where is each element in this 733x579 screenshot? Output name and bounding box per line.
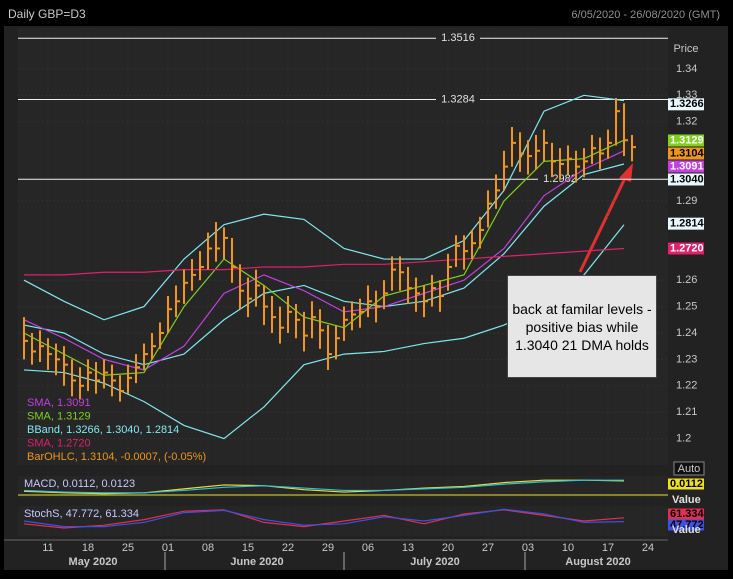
month-label: July 2020 (410, 556, 460, 568)
annotation-arrow (578, 175, 628, 273)
legend-entry: SMA, 1.3091 (27, 397, 91, 409)
x-tick-label: 15 (242, 542, 254, 554)
x-tick-label: 17 (602, 542, 614, 554)
stoch-tag-label: 61.334 (670, 508, 705, 520)
auto-button-label[interactable]: Auto (678, 463, 701, 475)
x-tick-label: 20 (442, 542, 454, 554)
stoch-tag-label: 47.772 (670, 519, 704, 531)
x-tick-label: 13 (402, 542, 414, 554)
macd-area (18, 476, 668, 498)
x-tick-label: 25 (122, 542, 134, 554)
y-tick-label: 1.24 (676, 327, 697, 339)
stoch-value-label: Value (672, 524, 701, 536)
y-tick-label: 1.2 (676, 433, 691, 445)
y-tick-label: 1.32 (676, 116, 697, 128)
x-tick-label: 08 (202, 542, 214, 554)
price-tag-label: 1.3091 (670, 160, 704, 172)
legend-entry: BarOHLC, 1.3104, -0.0007, (-0.05%) (27, 451, 206, 463)
level-label-bg (436, 32, 480, 45)
price-tag (668, 173, 704, 186)
price-tag-label: 1.2814 (670, 218, 705, 230)
x-tick-label: 06 (362, 542, 374, 554)
x-tick-label: 24 (642, 542, 654, 554)
price-tag (668, 134, 704, 147)
price-tag-label: 1.3040 (670, 173, 704, 185)
sma-line (24, 247, 625, 276)
sma-line (23, 150, 625, 371)
macd-line (23, 479, 624, 494)
sma-line (23, 139, 625, 376)
level-label: 1.3516 (441, 32, 475, 44)
stoch-line (23, 509, 625, 529)
price-tag (668, 98, 704, 111)
y-tick-label: 1.21 (676, 406, 697, 418)
header-title: Daily GBP=D3 (8, 7, 86, 21)
level-label-bg (436, 93, 480, 106)
y-tick-label: 1.23 (676, 353, 697, 365)
y-tick-label: 1.33 (676, 89, 697, 101)
macd-tag-label: 0.0112 (670, 478, 703, 490)
legend-entry: SMA, 1.2720 (27, 437, 91, 449)
x-tick-label: 01 (162, 542, 174, 554)
y-tick-label: 1.25 (676, 300, 697, 312)
annotation-arrowhead (619, 163, 633, 182)
x-tick-label: 27 (482, 542, 494, 554)
month-label: August 2020 (565, 556, 630, 568)
macd-label: MACD, 0.0112, 0.0123 (24, 478, 135, 490)
macd-tag (668, 478, 704, 490)
stoch-label: StochS, 47.772, 61.334 (24, 508, 139, 520)
y-tick-label: 1.26 (676, 274, 697, 286)
x-tick-label: 10 (562, 542, 574, 554)
price-tag-label: 1.3266 (670, 98, 704, 110)
level-label: 1.3284 (441, 93, 475, 105)
annotation: back at familar levels - positive bias w… (507, 275, 657, 378)
x-tick-label: 22 (282, 542, 294, 554)
stoch-tag (668, 519, 704, 531)
auto-button[interactable] (673, 461, 705, 476)
x-tick-label: 29 (322, 542, 334, 554)
y-tick-label: 1.22 (676, 380, 697, 392)
stoch-tag (668, 508, 704, 520)
price-tag (668, 147, 704, 160)
x-tick-label: 18 (82, 542, 94, 554)
macd-value-label: Value (672, 494, 701, 506)
price-tag-label: 1.3104 (670, 147, 705, 159)
price-tag-label: 1.2720 (670, 242, 704, 254)
plot-area (18, 28, 668, 465)
x-tick-label: 03 (522, 542, 534, 554)
stoch-line (23, 508, 625, 528)
x-tick-label: 11 (42, 542, 53, 554)
bband-middle (23, 163, 625, 366)
y-axis-label: Price (673, 43, 698, 55)
legend-entry: SMA, 1.3129 (27, 410, 91, 422)
price-tag (668, 160, 704, 173)
price-tag (668, 242, 704, 255)
legend-entry: BBand, 1.3266, 1.3040, 1.2814 (27, 424, 179, 436)
price-tag-label: 1.3129 (670, 134, 704, 146)
price-tag (668, 217, 704, 230)
month-label: May 2020 (69, 556, 118, 568)
y-tick-label: 1.34 (676, 63, 697, 75)
bband-upper (23, 94, 625, 321)
header-range: 6/05/2020 - 26/08/2020 (GMT) (571, 9, 720, 21)
month-label: June 2020 (230, 556, 283, 568)
y-tick-label: 1.29 (676, 195, 697, 207)
